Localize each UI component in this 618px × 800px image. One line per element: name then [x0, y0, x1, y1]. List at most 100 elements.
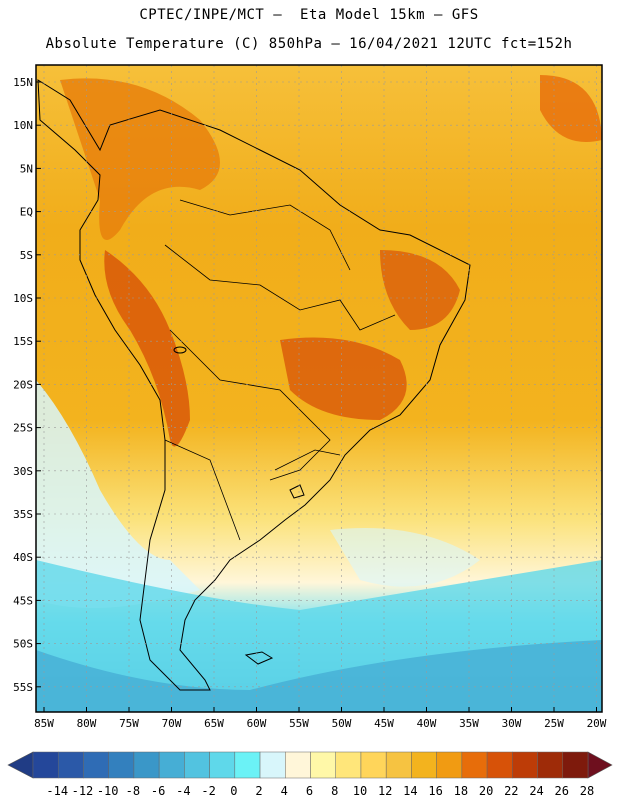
colorbar-label: -8 — [126, 784, 140, 798]
colorbar-swatch — [83, 751, 109, 779]
cool-region-south-atlantic — [330, 528, 480, 587]
colorbar-label: 26 — [555, 784, 569, 798]
latitude-label: 30S — [13, 465, 33, 478]
latitude-label: 35S — [13, 508, 33, 521]
colorbar-swatch — [537, 751, 564, 779]
longitude-label: 35W — [459, 717, 479, 730]
latitude-label: 15S — [13, 335, 33, 348]
country-border — [164, 244, 396, 331]
warm-region-andes — [104, 250, 190, 447]
graticule — [36, 65, 602, 712]
colorbar-label: 2 — [255, 784, 262, 798]
warm-region-northeast-brazil — [380, 250, 460, 330]
colorbar-swatch — [385, 751, 412, 779]
longitude-labels: 85W 80W 75W 70W 65W 60W 55W 50W 45W 40W 35W 30W 25W 2… — [34, 707, 607, 730]
colorbar-swatch — [209, 751, 236, 779]
country-border — [169, 329, 331, 481]
latitude-labels: 15N 10N 5N EQ 5S 10S 15S 20S 25S 30S 35S 40S 45S 50S 5… — [13, 76, 41, 694]
colorbar-swatch — [285, 751, 311, 779]
latitude-label: 25S — [13, 422, 33, 435]
colorbar-label: 16 — [428, 784, 442, 798]
colorbar-high-arrow — [587, 751, 613, 779]
warm-region-north — [60, 78, 220, 240]
colorbar-swatch — [57, 751, 84, 779]
chart-title-line2: Absolute Temperature (C) 850hPa – 16/04/… — [45, 36, 573, 52]
colorbar-label: 6 — [306, 784, 313, 798]
colorbar-label: 10 — [353, 784, 367, 798]
latitude-label: 40S — [13, 551, 33, 564]
colorbar-label: 8 — [331, 784, 338, 798]
colorbar-swatch — [411, 751, 437, 779]
colorbar-swatch — [133, 751, 160, 779]
longitude-label: 70W — [162, 717, 182, 730]
colorbar-swatch — [360, 751, 387, 779]
colorbar-swatch — [234, 751, 261, 779]
colorbar-swatch — [436, 751, 463, 779]
colorbar-swatch — [461, 751, 488, 779]
colorbar-labels: -14 -12 -10 -8 -6 -4 -2 0 2 4 6 8 10 12 14 16 18 20 22 24 26… — [46, 784, 594, 798]
colorbar-label: 18 — [454, 784, 468, 798]
longitude-label: 80W — [77, 717, 97, 730]
latitude-label: 15N — [13, 76, 33, 89]
country-border — [164, 439, 241, 541]
longitude-label: 55W — [289, 717, 309, 730]
cool-region-pacific — [36, 380, 200, 608]
latitude-label: 10N — [13, 119, 33, 132]
colorbar-label: 20 — [479, 784, 493, 798]
latitude-label: 45S — [13, 594, 33, 607]
colorbar-swatch — [335, 751, 362, 779]
colorbar-label: 24 — [529, 784, 543, 798]
longitude-label: 45W — [374, 717, 394, 730]
longitude-label: 85W — [34, 717, 54, 730]
colorbar-label: 28 — [580, 784, 594, 798]
colder-region-south — [36, 640, 602, 712]
colorbar-swatch — [108, 751, 135, 779]
longitude-label: 25W — [544, 717, 564, 730]
colorbar-swatch — [486, 751, 513, 779]
colorbar-label: -10 — [97, 784, 119, 798]
longitude-label: 50W — [332, 717, 352, 730]
latitude-label: 5S — [20, 249, 33, 262]
colorbar-label: 14 — [403, 784, 417, 798]
colorbar-label: -2 — [201, 784, 215, 798]
latitude-label: 55S — [13, 681, 33, 694]
colorbar-label: 12 — [378, 784, 392, 798]
lake-titicaca — [173, 346, 187, 354]
colorbar-low-arrow — [7, 751, 34, 779]
longitude-label: 60W — [247, 717, 267, 730]
latitude-label: 50S — [13, 638, 33, 651]
country-border — [179, 199, 351, 271]
longitude-label: 20W — [587, 717, 607, 730]
longitude-label: 30W — [502, 717, 522, 730]
colorbar-swatch — [158, 751, 185, 779]
warm-region-central-brazil — [280, 337, 407, 420]
colorbar-label: 22 — [504, 784, 518, 798]
colorbar-label: -4 — [176, 784, 190, 798]
rio-de-la-plata — [289, 484, 305, 499]
country-border — [274, 449, 341, 471]
longitude-label: 75W — [119, 717, 139, 730]
latitude-label: 10S — [13, 292, 33, 305]
latitude-label: EQ — [20, 206, 33, 219]
colorbar-swatch — [32, 751, 59, 779]
longitude-label: 40W — [417, 717, 437, 730]
colorbar-label: -6 — [151, 784, 165, 798]
colorbar-label: 4 — [281, 784, 288, 798]
longitude-label: 65W — [204, 717, 224, 730]
colorbar-label: 0 — [230, 784, 237, 798]
colorbar-label: -14 — [46, 784, 68, 798]
colorbar-swatch — [562, 751, 589, 779]
colorbar-swatch — [259, 751, 286, 779]
colorbar-swatch — [512, 751, 538, 779]
latitude-label: 5N — [20, 162, 33, 175]
colorbar-swatch — [310, 751, 336, 779]
colorbar-swatch — [184, 751, 210, 779]
south-america-outline — [37, 79, 471, 691]
map-plot-area — [36, 65, 602, 712]
latitude-label: 20S — [13, 378, 33, 391]
map-frame — [35, 64, 603, 713]
chart-title-line1: CPTEC/INPE/MCT – Eta Model 15km – GFS — [139, 7, 479, 23]
warm-region-atlantic — [540, 75, 602, 142]
